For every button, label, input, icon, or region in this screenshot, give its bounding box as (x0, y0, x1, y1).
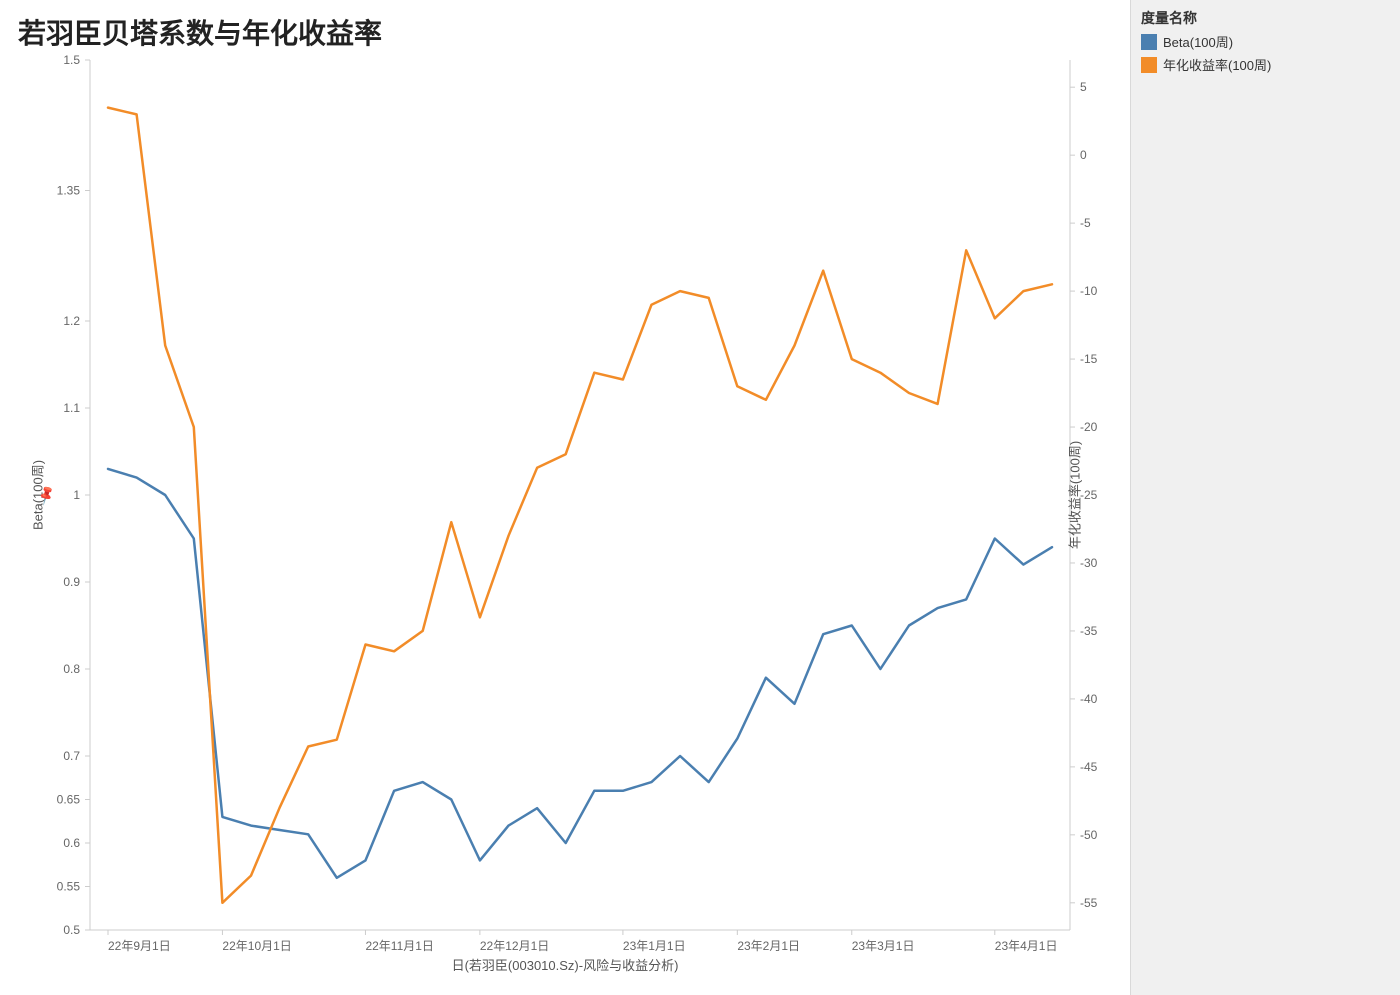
svg-text:0: 0 (1080, 148, 1087, 162)
svg-text:-45: -45 (1080, 760, 1098, 774)
svg-text:-30: -30 (1080, 556, 1098, 570)
svg-text:-10: -10 (1080, 284, 1098, 298)
legend-header: 度量名称 (1141, 8, 1390, 28)
svg-text:22年9月1日: 22年9月1日 (108, 939, 171, 953)
legend-panel: 度量名称 Beta(100周) 年化收益率(100周) (1130, 0, 1400, 995)
y-right-axis-label: 年化收益率(100周) (1064, 441, 1083, 549)
svg-text:0.6: 0.6 (63, 836, 80, 850)
svg-text:0.8: 0.8 (63, 662, 80, 676)
legend-label: 年化收益率(100周) (1163, 55, 1271, 74)
app-container: 若羽臣贝塔系数与年化收益率 0.50.550.60.650.70.80.911.… (0, 0, 1400, 995)
svg-text:0.9: 0.9 (63, 575, 80, 589)
svg-text:0.5: 0.5 (63, 923, 80, 937)
svg-text:5: 5 (1080, 80, 1087, 94)
legend-item-1[interactable]: 年化收益率(100周) (1141, 55, 1390, 74)
svg-text:1.1: 1.1 (63, 401, 80, 415)
svg-text:23年4月1日: 23年4月1日 (995, 939, 1058, 953)
svg-text:23年3月1日: 23年3月1日 (852, 939, 915, 953)
svg-text:1: 1 (73, 488, 80, 502)
svg-text:0.7: 0.7 (63, 749, 80, 763)
chart-panel: 若羽臣贝塔系数与年化收益率 0.50.550.60.650.70.80.911.… (0, 0, 1130, 995)
svg-text:0.55: 0.55 (57, 880, 81, 894)
svg-text:-35: -35 (1080, 624, 1098, 638)
svg-text:-55: -55 (1080, 896, 1098, 910)
svg-text:1.35: 1.35 (57, 184, 81, 198)
svg-text:22年11月1日: 22年11月1日 (365, 939, 433, 953)
legend-label: Beta(100周) (1163, 32, 1233, 51)
chart-svg: 0.50.550.60.650.70.80.911.11.21.351.5-55… (0, 0, 1130, 995)
svg-text:-15: -15 (1080, 352, 1098, 366)
svg-text:-20: -20 (1080, 420, 1098, 434)
svg-text:23年1月1日: 23年1月1日 (623, 939, 686, 953)
x-axis-label: 日(若羽臣(003010.Sz)-风险与收益分析) (0, 955, 1130, 974)
svg-text:1.5: 1.5 (63, 53, 80, 67)
svg-text:0.65: 0.65 (57, 793, 81, 807)
svg-text:-50: -50 (1080, 828, 1098, 842)
svg-text:23年2月1日: 23年2月1日 (737, 939, 800, 953)
svg-text:1.2: 1.2 (63, 314, 80, 328)
legend-swatch (1141, 57, 1157, 73)
svg-text:-5: -5 (1080, 216, 1091, 230)
svg-text:22年10月1日: 22年10月1日 (222, 939, 291, 953)
legend-item-0[interactable]: Beta(100周) (1141, 32, 1390, 51)
svg-text:-40: -40 (1080, 692, 1098, 706)
svg-text:22年12月1日: 22年12月1日 (480, 939, 549, 953)
legend-swatch (1141, 34, 1157, 50)
